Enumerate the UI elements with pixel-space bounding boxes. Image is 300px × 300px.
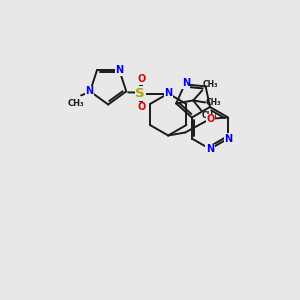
Text: O: O xyxy=(137,74,145,85)
Text: CH₃: CH₃ xyxy=(205,98,221,107)
Text: CH₃: CH₃ xyxy=(202,80,218,89)
Text: CH₃: CH₃ xyxy=(68,99,84,108)
Text: O: O xyxy=(206,115,214,124)
Text: N: N xyxy=(224,134,232,143)
Text: N: N xyxy=(164,88,172,98)
Text: N: N xyxy=(115,65,123,75)
Text: N: N xyxy=(206,144,214,154)
Text: O: O xyxy=(137,103,145,112)
Text: N: N xyxy=(182,78,190,88)
Text: N: N xyxy=(85,86,93,96)
Text: CH₃: CH₃ xyxy=(201,111,217,120)
Text: S: S xyxy=(135,87,145,100)
